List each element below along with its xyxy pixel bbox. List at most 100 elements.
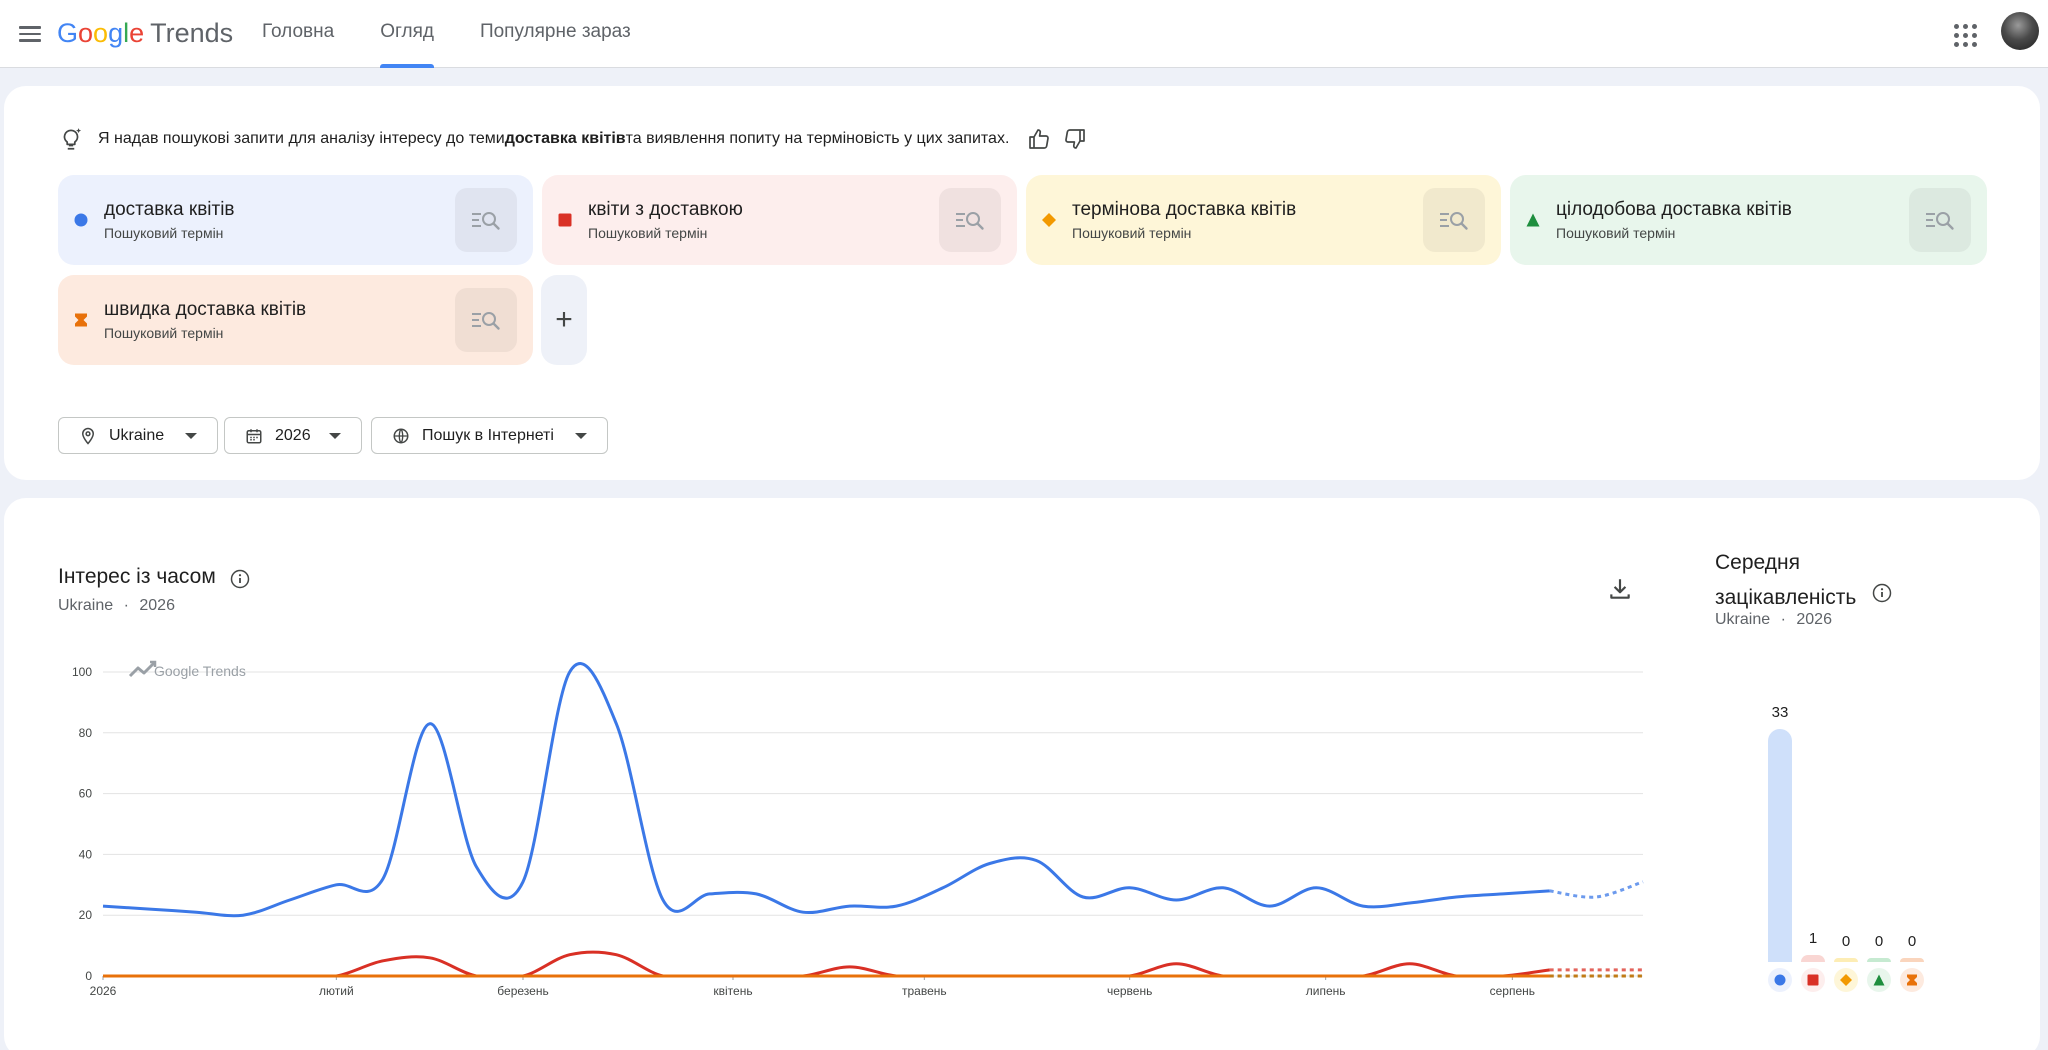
info-icon[interactable] (1872, 583, 1892, 603)
thumbs-up-icon[interactable] (1027, 127, 1051, 151)
series-line-1[interactable] (102, 662, 1550, 918)
list-search-icon (1440, 212, 1468, 230)
average-bar-2[interactable] (1801, 954, 1825, 962)
explore-term-button[interactable] (455, 288, 517, 352)
subtitle-period: 2026 (139, 597, 175, 614)
x-tick-label: березень (497, 984, 548, 998)
average-value: 0 (1841, 933, 1851, 950)
average-interest-subtitle: Ukraine · 2026 (1715, 611, 1832, 628)
y-tick-label: 80 (79, 726, 93, 740)
term-name: квіти з доставкою (588, 199, 743, 220)
interest-card (4, 498, 2040, 1050)
y-tick-label: 60 (79, 787, 93, 801)
x-tick-label: 2026 (90, 984, 117, 998)
subtitle-location: Ukraine (58, 597, 114, 614)
location-pin-icon (81, 427, 95, 445)
y-tick-label: 0 (85, 969, 92, 983)
diamond-marker-icon (1834, 968, 1858, 992)
term-name: термінова доставка квітів (1072, 199, 1297, 220)
hourglass-marker-icon (1900, 968, 1924, 992)
watermark-label: Google Trends (154, 663, 246, 679)
hourglass-marker-icon (75, 313, 87, 327)
sparkle-bulb-icon (63, 128, 82, 150)
chevron-down-icon (575, 433, 587, 439)
x-tick-label: травень (902, 984, 947, 998)
term-name: швидка доставка квітів (104, 299, 307, 320)
diamond-marker-icon (1042, 213, 1056, 227)
x-tick-label: лютий (319, 984, 354, 998)
x-tick-label: червень (1107, 984, 1152, 998)
top-bar: Google Trends Головна Огляд Популярне зар… (0, 0, 2048, 68)
period-filter[interactable]: 2026 (224, 417, 362, 454)
add-term-button[interactable]: + (541, 275, 587, 365)
term-type: Пошуковий термін (104, 225, 224, 241)
x-tick-label: серпень (1490, 984, 1535, 998)
subtitle-period: 2026 (1796, 611, 1832, 628)
term-type: Пошуковий термін (588, 225, 708, 241)
list-search-icon (472, 312, 500, 330)
term-chip-5[interactable]: швидка доставка квітів Пошуковий термін (58, 275, 533, 365)
download-icon[interactable] (1607, 576, 1633, 602)
search-property-value: Пошук в Інтернеті (422, 426, 554, 444)
interest-over-time-title: Інтерес із часом (58, 565, 216, 588)
term-name: доставка квітів (104, 199, 235, 220)
average-bar-5[interactable] (1900, 958, 1924, 962)
y-tick-label: 40 (79, 847, 93, 861)
nav-home[interactable]: Головна (262, 21, 335, 42)
average-bar-4[interactable] (1867, 958, 1891, 962)
y-axis-ticks: 0 20 40 60 80 100 (72, 665, 92, 983)
average-value: 33 (1771, 704, 1789, 721)
nav-trending-now[interactable]: Популярне зараз (479, 21, 631, 42)
term-name: цілодобова доставка квітів (1556, 199, 1792, 220)
google-trends-watermark: Google Trends (128, 660, 246, 679)
list-search-icon (1926, 212, 1954, 230)
globe-icon (393, 428, 409, 443)
term-chip-3[interactable]: термінова доставка квітів Пошуковий терм… (1026, 175, 1501, 265)
location-filter[interactable]: Ukraine (58, 417, 218, 454)
explore-term-button[interactable] (1423, 188, 1485, 252)
average-value: 0 (1907, 933, 1917, 950)
search-property-filter[interactable]: Пошук в Інтернеті (371, 417, 608, 454)
x-tick-label: квітень (713, 984, 752, 998)
chevron-down-icon (185, 433, 197, 439)
period-value: 2026 (275, 426, 311, 444)
calendar-icon (246, 428, 262, 443)
term-type: Пошуковий термін (1556, 225, 1676, 241)
average-interest-title: Середня зацікавленість (1715, 551, 1857, 609)
ai-summary-suffix: та виявлення попиту на терміновість у ци… (625, 130, 1010, 147)
term-chip-4[interactable]: цілодобова доставка квітів Пошуковий тер… (1510, 175, 1987, 265)
average-value: 1 (1808, 929, 1818, 947)
interest-over-time-subtitle: Ukraine · 2026 (58, 597, 175, 614)
square-marker-icon (558, 213, 572, 227)
chart-gridlines (103, 671, 1643, 977)
average-bar-3[interactable] (1834, 958, 1858, 962)
term-chip-1[interactable]: доставка квітів Пошуковий термін (58, 175, 533, 265)
explore-term-button[interactable] (939, 188, 1001, 252)
google-apps-icon[interactable] (1950, 20, 1978, 48)
info-icon[interactable] (230, 569, 250, 589)
triangle-marker-icon (1526, 213, 1540, 227)
list-search-icon (956, 212, 984, 230)
chart-series (102, 662, 1644, 978)
triangle-marker-icon (1867, 968, 1891, 992)
term-type: Пошуковий термін (1072, 225, 1192, 241)
ai-summary: Я надав пошукові запити для аналізу інте… (58, 126, 1009, 152)
term-chip-2[interactable]: квіти з доставкою Пошуковий термін (542, 175, 1017, 265)
thumbs-down-icon[interactable] (1063, 127, 1087, 151)
average-bar-1[interactable] (1768, 729, 1792, 962)
explore-term-button[interactable] (455, 188, 517, 252)
nav-explore[interactable]: Огляд (363, 0, 451, 68)
list-search-icon (472, 212, 500, 230)
explore-term-button[interactable] (1909, 188, 1971, 252)
location-value: Ukraine (109, 426, 165, 444)
account-avatar[interactable] (2001, 12, 2039, 50)
main-menu-icon[interactable] (12, 16, 48, 52)
chevron-down-icon (329, 433, 341, 439)
google-trends-logo[interactable]: Google Trends (57, 18, 234, 48)
series-line-partial-1[interactable] (1549, 880, 1644, 899)
y-tick-label: 20 (79, 908, 93, 922)
circle-marker-icon (1768, 968, 1792, 992)
series-line-2[interactable] (103, 950, 1550, 978)
term-type: Пошуковий термін (104, 325, 224, 341)
